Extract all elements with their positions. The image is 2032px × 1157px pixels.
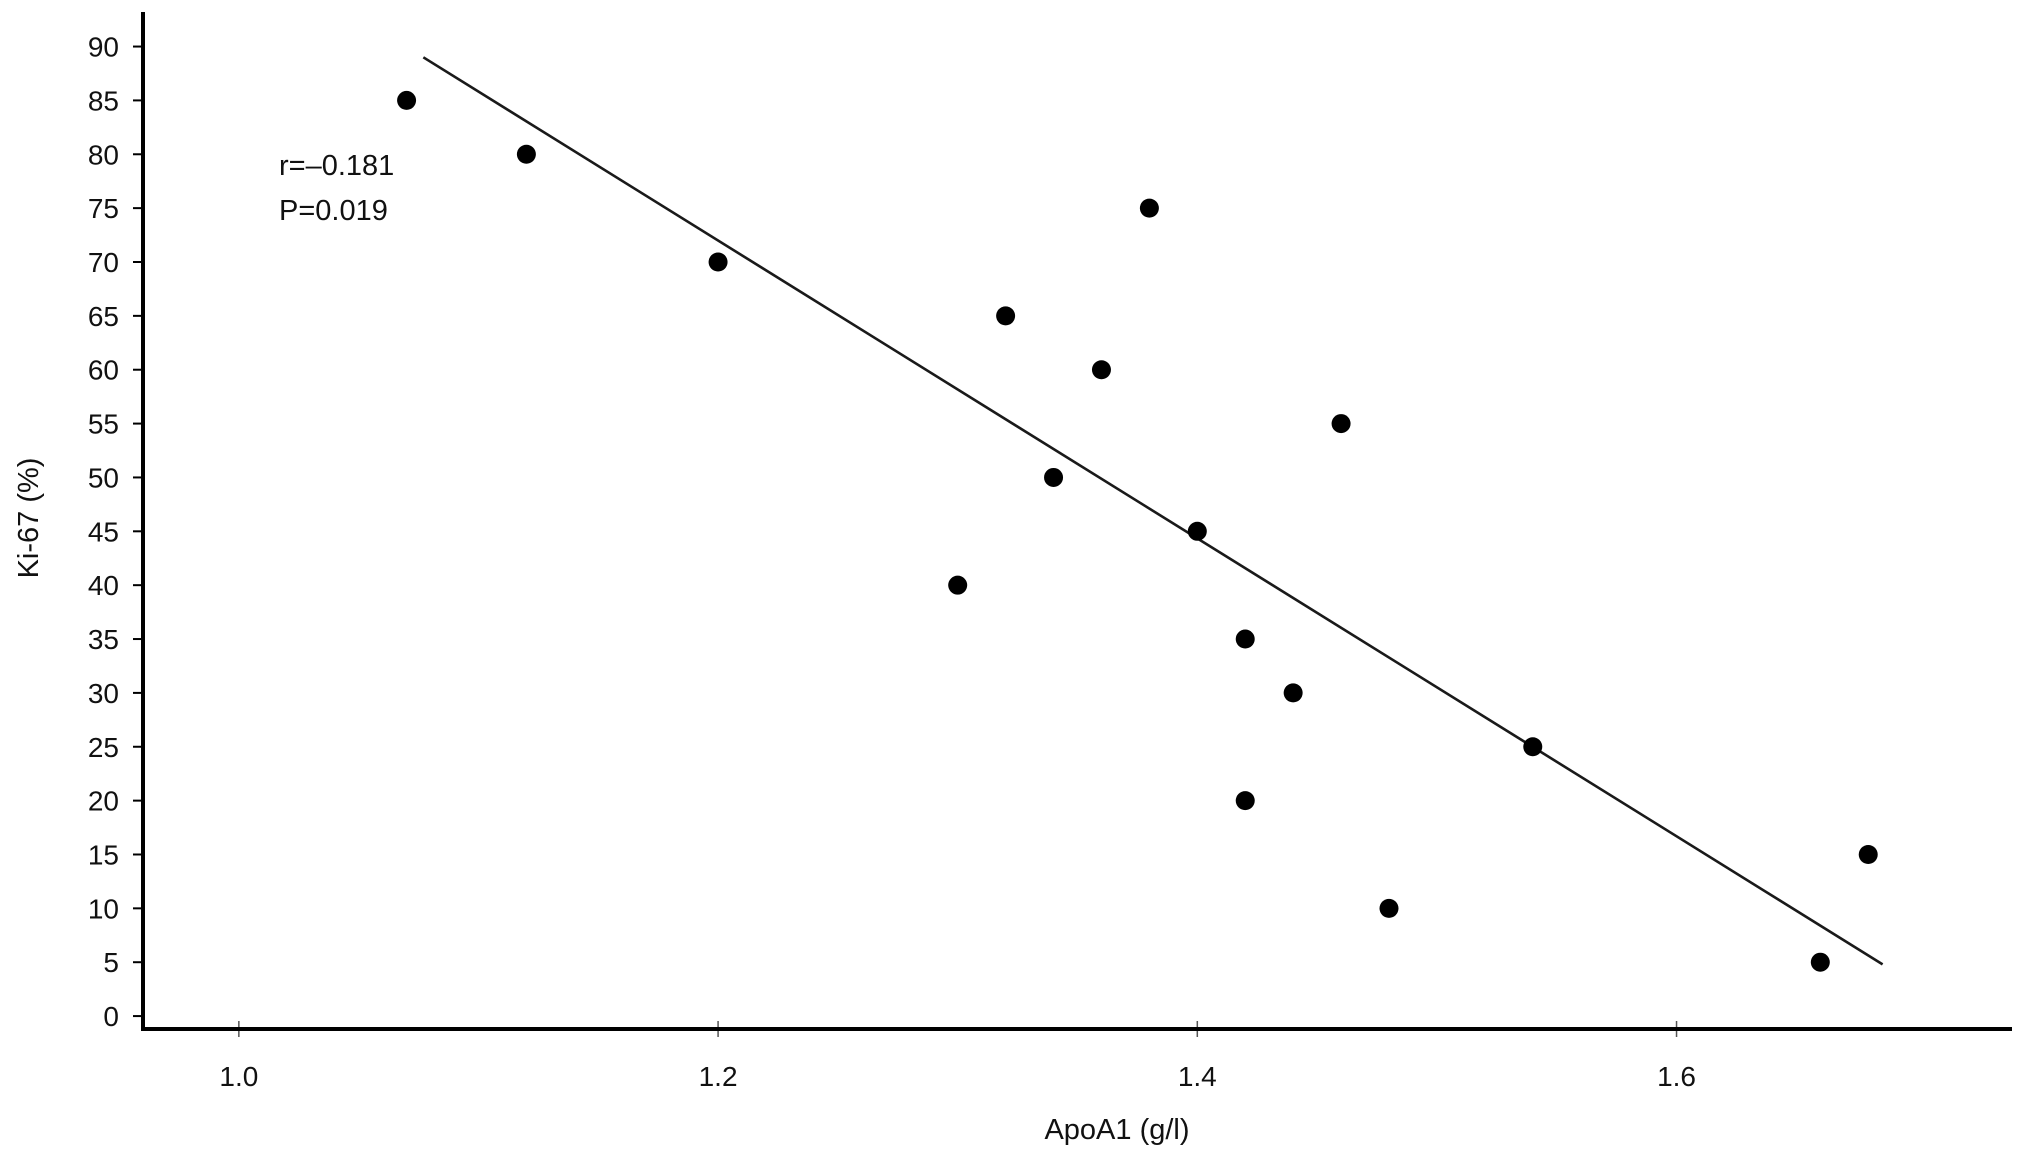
data-point <box>996 306 1016 326</box>
x-tick-label: 1.2 <box>699 1061 738 1092</box>
data-points <box>397 90 1878 972</box>
x-tick-label: 1.6 <box>1657 1061 1696 1092</box>
y-tick-label: 50 <box>88 462 119 493</box>
annotation-r: r=–0.181 <box>279 150 394 182</box>
y-tick-label: 90 <box>88 32 119 63</box>
x-axis-title: ApoA1 (g/l) <box>1044 1114 1189 1146</box>
data-point <box>1139 198 1159 218</box>
y-axis-title: Ki-67 (%) <box>13 458 45 579</box>
y-tick-label: 30 <box>88 678 119 709</box>
data-point <box>1810 952 1830 972</box>
y-tick-label: 70 <box>88 247 119 278</box>
y-tick-label: 55 <box>88 409 119 440</box>
data-point <box>1858 844 1878 864</box>
data-point <box>1235 791 1255 811</box>
x-tick-label: 1.4 <box>1178 1061 1217 1092</box>
y-tick-label: 15 <box>88 839 119 870</box>
y-tick-label: 25 <box>88 732 119 763</box>
data-point <box>1187 521 1207 541</box>
data-point <box>1379 898 1399 918</box>
y-tick-label: 20 <box>88 786 119 817</box>
y-tick-label: 60 <box>88 355 119 386</box>
regression-line <box>422 56 1884 966</box>
data-point <box>397 90 417 110</box>
y-tick-label: 65 <box>88 301 119 332</box>
data-point <box>1091 360 1111 380</box>
annotation-p: P=0.019 <box>279 195 388 227</box>
data-point <box>1331 414 1351 434</box>
y-tick-label: 45 <box>88 516 119 547</box>
y-tick-label: 85 <box>88 85 119 116</box>
data-point <box>708 252 728 272</box>
y-tick-label: 40 <box>88 570 119 601</box>
data-point <box>1235 629 1255 649</box>
y-tick-label: 0 <box>103 1001 119 1032</box>
y-axis-ticks: 0 5 10 15 20 25 30 35 40 45 50 55 60 65 70 75 80 85 90 <box>88 32 143 1032</box>
data-point <box>516 144 536 164</box>
data-point <box>1283 683 1303 703</box>
y-tick-label: 75 <box>88 193 119 224</box>
y-tick-label: 80 <box>88 139 119 170</box>
x-tick-label: 1.0 <box>219 1061 258 1092</box>
data-point <box>1044 467 1064 487</box>
y-tick-label: 10 <box>88 893 119 924</box>
data-point <box>1523 737 1543 757</box>
y-tick-label: 5 <box>103 947 119 978</box>
x-axis-ticks: 1.0 1.2 1.4 1.6 <box>219 1021 1696 1092</box>
y-tick-label: 35 <box>88 624 119 655</box>
data-point <box>948 575 968 595</box>
